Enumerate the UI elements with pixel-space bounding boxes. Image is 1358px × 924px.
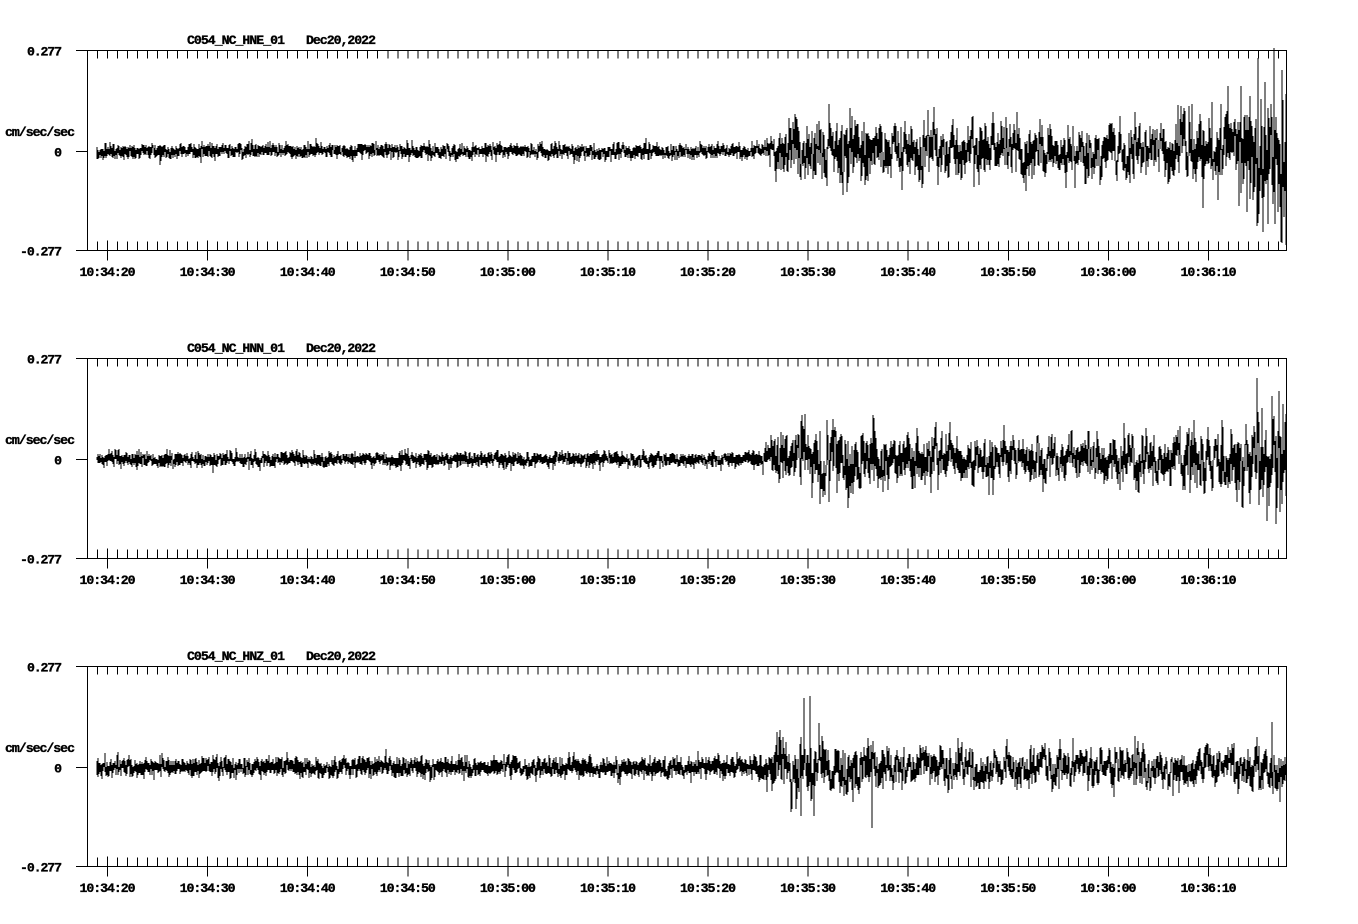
svg-text:0: 0 <box>54 454 62 469</box>
svg-text:10:35:20: 10:35:20 <box>680 881 736 896</box>
svg-text:10:35:00: 10:35:00 <box>480 573 536 588</box>
svg-text:10:35:20: 10:35:20 <box>680 265 736 280</box>
svg-text:10:35:20: 10:35:20 <box>680 573 736 588</box>
svg-text:10:36:00: 10:36:00 <box>1080 573 1136 588</box>
svg-text:10:34:30: 10:34:30 <box>180 573 236 588</box>
svg-text:10:36:10: 10:36:10 <box>1181 881 1237 896</box>
svg-text:10:34:30: 10:34:30 <box>180 881 236 896</box>
svg-text:Dec20,2022: Dec20,2022 <box>306 649 376 664</box>
svg-text:10:35:30: 10:35:30 <box>780 881 836 896</box>
svg-text:10:34:20: 10:34:20 <box>80 881 136 896</box>
svg-text:C054_NC_HNN_01: C054_NC_HNN_01 <box>187 341 285 356</box>
svg-text:10:34:50: 10:34:50 <box>380 881 436 896</box>
svg-text:0.277: 0.277 <box>27 661 62 676</box>
svg-text:0: 0 <box>54 762 62 777</box>
svg-text:10:35:00: 10:35:00 <box>480 881 536 896</box>
svg-text:Dec20,2022: Dec20,2022 <box>306 341 376 356</box>
svg-text:10:35:50: 10:35:50 <box>980 881 1036 896</box>
svg-text:10:36:00: 10:36:00 <box>1080 881 1136 896</box>
svg-text:10:35:10: 10:35:10 <box>580 881 636 896</box>
svg-text:10:34:40: 10:34:40 <box>280 265 336 280</box>
svg-text:-0.277: -0.277 <box>20 245 62 260</box>
svg-text:10:34:20: 10:34:20 <box>80 265 136 280</box>
svg-text:cm/sec/sec: cm/sec/sec <box>5 433 75 448</box>
svg-text:10:36:00: 10:36:00 <box>1080 265 1136 280</box>
svg-text:10:36:10: 10:36:10 <box>1181 573 1237 588</box>
svg-text:10:35:40: 10:35:40 <box>880 573 936 588</box>
svg-text:0.277: 0.277 <box>27 353 62 368</box>
svg-text:C054_NC_HNE_01: C054_NC_HNE_01 <box>187 33 285 48</box>
svg-text:10:34:20: 10:34:20 <box>80 573 136 588</box>
svg-text:-0.277: -0.277 <box>20 861 62 876</box>
svg-text:C054_NC_HNZ_01: C054_NC_HNZ_01 <box>187 649 285 664</box>
svg-text:10:35:40: 10:35:40 <box>880 881 936 896</box>
svg-text:10:35:30: 10:35:30 <box>780 573 836 588</box>
svg-text:10:34:50: 10:34:50 <box>380 573 436 588</box>
svg-text:10:35:50: 10:35:50 <box>980 265 1036 280</box>
svg-text:10:35:40: 10:35:40 <box>880 265 936 280</box>
svg-text:cm/sec/sec: cm/sec/sec <box>5 125 75 140</box>
svg-text:10:34:40: 10:34:40 <box>280 573 336 588</box>
svg-text:0: 0 <box>54 146 62 161</box>
svg-text:10:34:40: 10:34:40 <box>280 881 336 896</box>
svg-text:10:35:00: 10:35:00 <box>480 265 536 280</box>
svg-text:10:35:10: 10:35:10 <box>580 265 636 280</box>
svg-text:10:35:10: 10:35:10 <box>580 573 636 588</box>
svg-text:10:34:50: 10:34:50 <box>380 265 436 280</box>
svg-text:-0.277: -0.277 <box>20 553 62 568</box>
svg-text:10:35:50: 10:35:50 <box>980 573 1036 588</box>
svg-text:10:35:30: 10:35:30 <box>780 265 836 280</box>
svg-text:0.277: 0.277 <box>27 45 62 60</box>
svg-text:10:34:30: 10:34:30 <box>180 265 236 280</box>
svg-text:cm/sec/sec: cm/sec/sec <box>5 741 75 756</box>
svg-text:Dec20,2022: Dec20,2022 <box>306 33 376 48</box>
svg-text:10:36:10: 10:36:10 <box>1181 265 1237 280</box>
